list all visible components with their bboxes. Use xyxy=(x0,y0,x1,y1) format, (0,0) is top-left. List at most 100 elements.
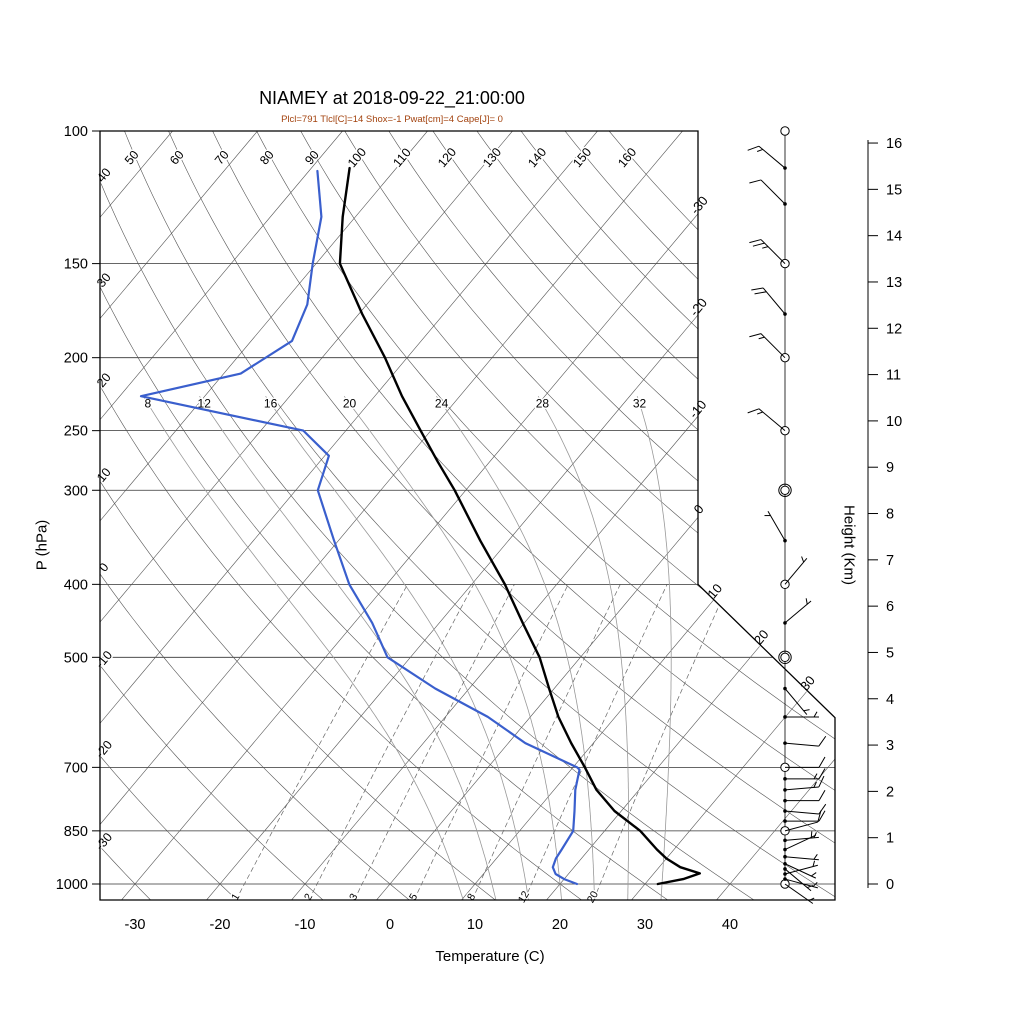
isotherm-line xyxy=(716,131,835,900)
pressure-tick-label: 200 xyxy=(64,351,88,367)
sounding-indices-subtitle: Plcl=791 Tlcl[C]=14 Shox=-1 Pwat[cm]=4 C… xyxy=(281,114,503,125)
wind-barb-feather xyxy=(747,145,760,151)
wind-barb-feather xyxy=(818,768,826,780)
mixing-ratio-label: 8 xyxy=(465,891,478,902)
dry-adiabat-label-top: 100 xyxy=(345,145,369,170)
isotherm-line xyxy=(100,131,258,900)
page-title: NIAMEY at 2018-09-22_21:00:00 xyxy=(259,88,525,108)
wind-barb-staff xyxy=(784,557,808,585)
wind-barb-feather xyxy=(818,775,825,788)
wind-barb-staff xyxy=(784,688,808,715)
wind-barb-staff xyxy=(760,239,786,264)
mixing-ratio-label: 3 xyxy=(347,891,360,902)
wind-barb-half-feather xyxy=(803,709,810,712)
pressure-tick-label: 150 xyxy=(64,257,88,273)
height-tick-label: 12 xyxy=(886,321,902,337)
moist-adiabat-line xyxy=(199,395,497,900)
height-tick-label: 15 xyxy=(886,182,902,198)
mixing-ratio-line xyxy=(471,584,621,900)
dry-adiabat-label-left: 40 xyxy=(94,165,114,185)
moist-adiabat-label: 8 xyxy=(144,396,151,410)
dry-adiabat-label-left: 30 xyxy=(94,270,114,290)
mixing-ratio-line xyxy=(353,584,515,900)
pressure-tick-label: 850 xyxy=(64,824,88,840)
dry-adiabat-label-top: 110 xyxy=(390,145,414,169)
height-axis-title: Height (Km) xyxy=(840,504,858,586)
isotherm-line xyxy=(631,131,835,900)
wind-barb-staff xyxy=(784,834,817,850)
isotherm-line xyxy=(546,131,835,900)
wind-barb-staff xyxy=(784,810,819,815)
wind-barb-staff xyxy=(758,408,786,432)
dry-adiabat-line xyxy=(100,131,496,900)
temperature-tick-label: 10 xyxy=(467,917,483,933)
mixing-ratio-line xyxy=(524,584,668,900)
height-tick-label: 6 xyxy=(886,599,894,615)
wind-barb-staff xyxy=(784,864,818,875)
height-tick-label: 0 xyxy=(886,877,894,893)
isotherm-line xyxy=(100,131,598,900)
sounding-layer xyxy=(139,166,701,886)
dry-adiabat-line xyxy=(212,131,835,900)
height-tick-label: 4 xyxy=(886,692,894,708)
dry-adiabat-label-top: 90 xyxy=(302,148,322,168)
dry-adiabat-line xyxy=(124,131,835,900)
isotherm-edge-label: 0 xyxy=(691,502,707,517)
wind-barb-half-feather xyxy=(808,897,815,902)
wind-barb-staff xyxy=(784,878,818,889)
pressure-tick-label: 700 xyxy=(64,760,88,776)
dry-adiabat-line xyxy=(344,131,835,900)
dry-adiabat-label-left: -30 xyxy=(93,830,115,853)
wind-barb-half-feather xyxy=(812,860,816,867)
dry-adiabat-label-top: 140 xyxy=(525,145,549,170)
moist-adiabat-line xyxy=(436,395,595,900)
dry-adiabat-line xyxy=(100,131,324,900)
wind-barb-feather xyxy=(818,790,826,801)
mixing-ratio-label: 5 xyxy=(407,891,420,902)
grid-labels-layer: 8 12 16 20 24 28 321 2 3 5 8 12 20-30-20-100102030-3… xyxy=(91,144,819,907)
wind-barb-half-feather xyxy=(805,598,808,605)
wind-barb-staff xyxy=(784,600,812,624)
isotherm-edge-label: 10 xyxy=(704,581,725,602)
height-tick-label: 10 xyxy=(886,414,902,430)
isotherm-line xyxy=(100,131,428,900)
plot-boundary xyxy=(99,130,836,901)
wind-barb-feather xyxy=(818,735,827,747)
wind-barb-staff xyxy=(784,863,817,879)
dry-adiabat-label-left: -10 xyxy=(93,648,115,671)
pressure-tick-label: 1000 xyxy=(56,877,88,893)
wind-barb-feather xyxy=(817,810,822,823)
wind-barb-half-feather xyxy=(813,773,818,780)
moist-adiabat-label: 16 xyxy=(264,396,278,410)
pressure-tick-label: 100 xyxy=(64,124,88,140)
wind-barb-staff xyxy=(784,836,819,841)
calm-wind-circle xyxy=(778,650,792,665)
wind-barb-half-feather xyxy=(813,854,818,860)
wind-barb-staff xyxy=(784,883,814,904)
isotherm-line xyxy=(121,131,768,900)
isotherm-edge-label: -30 xyxy=(687,193,711,217)
wind-barb-half-feather xyxy=(812,881,818,887)
temperature-tick-label: 0 xyxy=(386,917,394,933)
isotherm-line xyxy=(100,131,173,900)
dry-adiabat-label-left: 10 xyxy=(94,465,114,485)
wind-barb-half-feather xyxy=(756,411,763,415)
wind-layer xyxy=(747,126,827,904)
dry-adiabat-line xyxy=(100,131,238,900)
pressure-tick-label: 500 xyxy=(64,650,88,666)
height-tick-label: 8 xyxy=(886,507,894,523)
dry-adiabat-line xyxy=(100,131,582,900)
wind-barb-feather xyxy=(747,408,760,414)
temperature-axis-title: Temperature (C) xyxy=(435,948,545,965)
dry-adiabat-label-top: 160 xyxy=(615,145,639,170)
mixing-ratio-line xyxy=(413,584,569,900)
dry-adiabat-label-top: 70 xyxy=(212,148,232,168)
wind-barb-half-feather xyxy=(758,336,765,340)
height-tick-label: 1 xyxy=(886,831,894,847)
wind-barb-half-feather xyxy=(756,148,763,152)
moist-adiabat-line xyxy=(265,395,530,900)
height-tick-label: 5 xyxy=(886,646,894,662)
moist-adiabat-label: 20 xyxy=(343,396,357,410)
pressure-axis-title: P (hPa) xyxy=(33,519,51,571)
